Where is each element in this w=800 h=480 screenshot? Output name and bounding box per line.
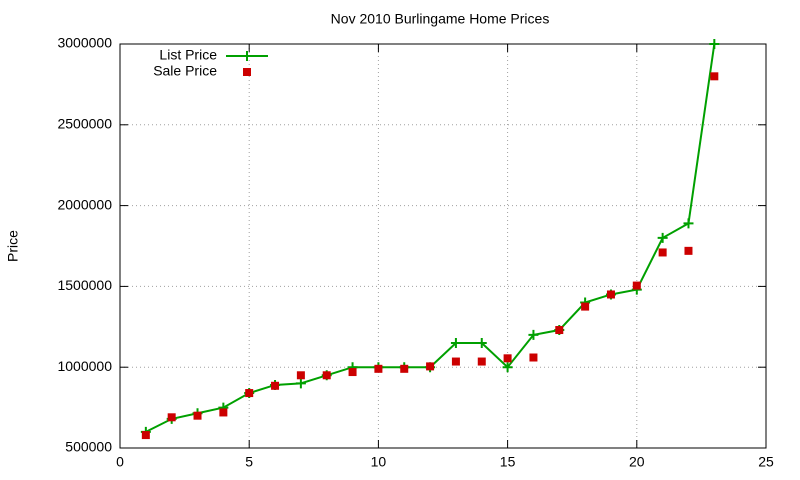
x-tick-label: 10 <box>371 454 387 470</box>
data-point <box>710 72 719 81</box>
plot-border <box>119 43 767 449</box>
data-point <box>348 368 357 377</box>
y-axis-label: Price <box>5 230 21 262</box>
data-point <box>374 364 383 373</box>
data-point <box>528 329 539 340</box>
data-point <box>581 302 590 311</box>
chart-title: Nov 2010 Burlingame Home Prices <box>331 11 550 27</box>
data-point <box>450 337 461 348</box>
data-point <box>658 248 667 257</box>
data-point <box>632 281 641 290</box>
legend-swatch <box>242 51 252 61</box>
data-point <box>451 357 460 366</box>
data-point <box>657 232 668 243</box>
x-tick-label: 25 <box>758 454 774 470</box>
y-tick-label: 2500000 <box>57 116 112 132</box>
x-tick-label: 0 <box>116 454 124 470</box>
x-tick-label: 20 <box>629 454 645 470</box>
x-tick-label: 15 <box>500 454 516 470</box>
data-point <box>709 39 720 49</box>
data-point <box>141 431 150 440</box>
data-point <box>193 411 202 420</box>
data-point <box>271 381 280 390</box>
data-point <box>400 364 409 373</box>
data-point <box>606 290 615 299</box>
data-point <box>296 371 305 380</box>
data-point <box>219 408 228 417</box>
data-point <box>555 326 564 335</box>
legend-label: Sale Price <box>153 63 217 79</box>
y-tick-label: 500000 <box>65 439 112 455</box>
data-point <box>167 413 176 422</box>
y-tick-label: 2000000 <box>57 196 112 212</box>
y-tick-label: 1500000 <box>57 277 112 293</box>
data-point <box>295 378 306 389</box>
data-point <box>684 246 693 255</box>
y-tick-label: 3000000 <box>57 35 112 51</box>
data-point <box>322 371 331 380</box>
legend-label: List Price <box>159 47 217 63</box>
data-point <box>426 362 435 371</box>
legend-swatch <box>243 68 251 76</box>
data-point <box>476 337 487 348</box>
data-point <box>502 362 513 373</box>
data-point <box>477 357 486 366</box>
data-point <box>245 389 254 398</box>
x-tick-label: 5 <box>245 454 253 470</box>
y-tick-label: 1000000 <box>57 358 112 374</box>
data-point <box>683 218 694 229</box>
data-point <box>529 353 538 362</box>
data-point <box>503 354 512 363</box>
series-line <box>145 43 716 433</box>
